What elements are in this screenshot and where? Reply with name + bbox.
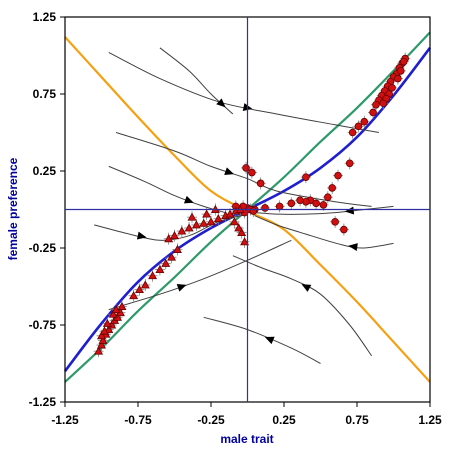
triangle-marker xyxy=(167,252,177,261)
triangle-marker xyxy=(97,340,106,349)
y-tick-label: 1.25 xyxy=(33,10,57,24)
triangle-marker xyxy=(237,227,247,237)
y-tick-label: 0.25 xyxy=(33,164,57,178)
circle-marker xyxy=(360,117,369,126)
triangle-marker xyxy=(234,223,244,232)
y-axis-title: female preference xyxy=(6,157,20,260)
triangle-marker xyxy=(148,271,158,280)
trajectory-line xyxy=(108,165,226,214)
circle-marker xyxy=(372,100,380,109)
triangle-marker xyxy=(155,264,165,274)
trajectory-arrow xyxy=(344,206,355,215)
trajectory-arrow xyxy=(183,195,194,204)
circle-marker xyxy=(249,207,258,215)
x-tick-label: 0.75 xyxy=(345,413,369,427)
trajectory-arrow xyxy=(176,284,187,292)
trajectory-arrow xyxy=(264,336,275,345)
triangle-marker xyxy=(184,223,194,232)
triangle-marker xyxy=(97,331,106,340)
triangle-marker xyxy=(213,214,223,223)
circle-marker xyxy=(396,67,405,75)
circle-marker xyxy=(261,204,269,212)
circle-marker xyxy=(399,57,408,66)
circle-marker xyxy=(334,171,342,180)
circle-marker xyxy=(369,108,377,117)
circle-marker xyxy=(242,164,250,172)
circle-marker xyxy=(331,218,339,226)
triangle-marker xyxy=(99,326,109,335)
x-tick-label: -1.25 xyxy=(51,413,79,427)
circle-marker xyxy=(388,84,396,92)
trajectory-line xyxy=(108,51,379,133)
circle-marker xyxy=(248,168,256,177)
circle-marker xyxy=(348,128,357,137)
trajectory-arrow xyxy=(216,98,226,108)
circle-marker xyxy=(354,122,363,131)
circle-marker xyxy=(323,193,332,201)
circle-marker xyxy=(394,74,402,83)
circle-marker xyxy=(319,201,328,209)
circle-marker xyxy=(302,173,310,181)
trajectory-arrow xyxy=(136,231,147,240)
triangle-marker xyxy=(104,324,114,334)
triangle-marker xyxy=(108,309,118,318)
circle-marker xyxy=(328,184,336,192)
trajectory-arrow xyxy=(348,243,358,252)
circle-marker xyxy=(379,99,388,108)
triangle-marker xyxy=(191,220,201,229)
triangle-marker xyxy=(117,301,127,310)
circle-marker xyxy=(345,159,354,168)
axes xyxy=(64,16,431,403)
x-tick-label: 0.25 xyxy=(272,413,296,427)
triangle-marker xyxy=(177,226,187,235)
y-tick-label: 0.75 xyxy=(33,87,57,101)
trajectory-line xyxy=(232,255,373,357)
triangle-marker xyxy=(229,217,239,226)
triangle-marker xyxy=(172,244,182,253)
circle-marker xyxy=(296,196,304,205)
x-tick-label: -0.25 xyxy=(197,413,225,427)
x-tick-label: 1.25 xyxy=(418,413,442,427)
circle-marker xyxy=(256,179,265,188)
triangle-marker xyxy=(240,237,250,246)
trajectory-arrow xyxy=(301,284,312,292)
circle-marker xyxy=(340,225,348,234)
tick-labels: -1.25 -0.75 -0.25 0.25 0.75 1.25 1.25 0.75 0.25 -… xyxy=(29,10,442,427)
y-tick-label: -1.25 xyxy=(29,395,57,409)
trajectory-arrow xyxy=(224,167,235,176)
trajectories xyxy=(94,47,394,364)
circle-marker xyxy=(275,202,284,211)
triangle-marker xyxy=(170,231,179,240)
y-tick-label: -0.75 xyxy=(29,318,57,332)
triangle-marker xyxy=(199,218,209,227)
x-tick-label: -0.75 xyxy=(124,413,152,427)
triangle-marker xyxy=(102,318,112,327)
triangle-marker xyxy=(140,280,150,289)
circle-marker xyxy=(312,199,320,208)
trajectory-line xyxy=(203,316,321,364)
trajectory-line xyxy=(108,239,292,311)
triangle-marker xyxy=(98,335,108,344)
triangle-marker xyxy=(161,258,171,267)
trajectory-line xyxy=(254,215,394,249)
triangle-marker xyxy=(129,291,139,300)
triangle-marker xyxy=(134,284,144,294)
triangle-marker xyxy=(187,212,197,221)
triangle-marker xyxy=(94,346,104,355)
triangle-marker xyxy=(206,217,216,226)
circle-marker xyxy=(287,199,296,208)
y-tick-label: -0.25 xyxy=(29,241,57,255)
triangle-marker xyxy=(202,209,212,218)
x-axis-title: male trait xyxy=(220,432,273,446)
